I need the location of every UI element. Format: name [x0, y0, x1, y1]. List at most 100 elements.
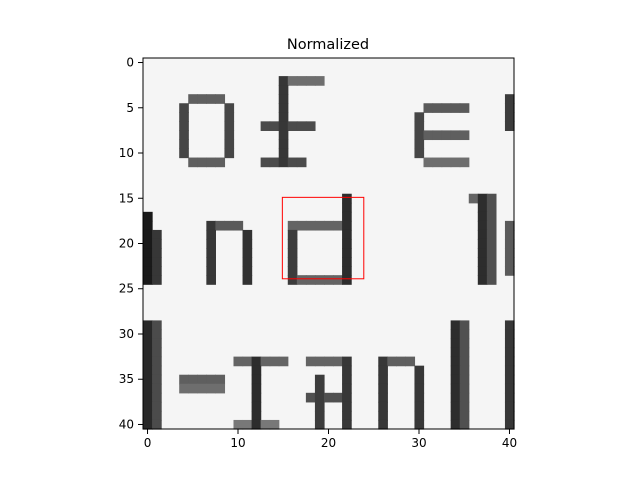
- pixel-cell: [314, 401, 325, 412]
- pixel-cell: [242, 266, 253, 276]
- y-tick-label: 10: [119, 146, 134, 160]
- pixel-cell: [414, 410, 425, 421]
- pixel-cell: [486, 248, 497, 258]
- pixel-cell: [314, 392, 325, 403]
- pixel-cell: [215, 374, 226, 385]
- pixel-cell: [450, 320, 461, 331]
- pixel-cell: [459, 130, 470, 141]
- pixel-cell: [314, 76, 325, 86]
- pixel-cell: [342, 383, 352, 394]
- pixel-cell: [251, 410, 262, 421]
- pixel-cell: [260, 419, 271, 430]
- pixel-cell: [278, 103, 289, 113]
- pixel-cell: [224, 139, 235, 150]
- pixel-cell: [260, 121, 271, 131]
- pixel-cell: [197, 94, 207, 104]
- pixel-cell: [278, 112, 289, 122]
- pixel-cell: [260, 157, 271, 168]
- pixel-cell: [477, 275, 488, 285]
- pixel-cell: [486, 211, 497, 222]
- pixel-cell: [459, 329, 470, 340]
- pixel-cell: [143, 338, 153, 349]
- pixel-cell: [486, 202, 497, 213]
- pixel-cell: [504, 266, 515, 276]
- pixel-cell: [287, 257, 298, 267]
- pixel-cell: [215, 220, 226, 231]
- pixel-cell: [242, 248, 253, 258]
- pixel-cell: [450, 157, 461, 168]
- pixel-cell: [504, 365, 515, 376]
- pixel-cell: [287, 229, 298, 240]
- pixel-cell: [477, 193, 488, 204]
- pixel-cell: [224, 148, 235, 159]
- pixel-cell: [441, 130, 452, 141]
- pixel-cell: [459, 401, 470, 412]
- pixel-cell: [251, 419, 262, 430]
- pixel-cell: [450, 392, 461, 403]
- pixel-cell: [477, 220, 488, 231]
- pixel-cell: [224, 121, 235, 131]
- pixel-cell: [504, 94, 515, 104]
- pixel-cell: [305, 275, 316, 285]
- pixel-cell: [143, 248, 153, 258]
- pixel-cell: [206, 248, 216, 258]
- pixel-cell: [269, 356, 280, 367]
- pixel-cell: [504, 419, 515, 430]
- pixel-cell: [242, 238, 253, 249]
- pixel-cell: [342, 374, 352, 385]
- pixel-cell: [251, 401, 262, 412]
- pixel-cell: [342, 202, 352, 213]
- pixel-cell: [152, 229, 162, 240]
- pixel-cell: [378, 419, 388, 430]
- pixel-cell: [486, 238, 497, 249]
- pixel-cell: [504, 320, 515, 331]
- pixel-cell: [152, 257, 162, 267]
- pixel-cell: [206, 94, 216, 104]
- pixel-cell: [450, 410, 461, 421]
- pixel-cell: [242, 275, 253, 285]
- pixel-cell: [423, 130, 434, 141]
- pixel-cell: [233, 220, 244, 231]
- pixel-cell: [152, 410, 162, 421]
- y-tick-label: 35: [119, 372, 134, 386]
- pixel-cell: [152, 383, 162, 394]
- pixel-cell: [278, 76, 289, 86]
- pixel-cell: [305, 121, 316, 131]
- pixel-cell: [450, 365, 461, 376]
- pixel-cell: [278, 85, 289, 95]
- pixel-cell: [224, 130, 235, 141]
- pixel-cell: [450, 103, 461, 113]
- pixel-cell: [468, 193, 479, 204]
- pixel-cell: [152, 338, 162, 349]
- pixel-cell: [314, 419, 325, 430]
- pixel-cell: [378, 374, 388, 385]
- pixel-cell: [269, 157, 280, 168]
- pixel-cell: [278, 356, 289, 367]
- pixel-cell: [414, 374, 425, 385]
- pixel-cell: [477, 229, 488, 240]
- pixel-cell: [296, 275, 307, 285]
- pixel-cell: [242, 356, 253, 367]
- pixel-cell: [260, 356, 271, 367]
- pixel-cell: [251, 365, 262, 376]
- pixel-cell: [143, 211, 153, 222]
- pixel-cell: [197, 383, 207, 394]
- pixel-cell: [477, 257, 488, 267]
- pixel-cell: [314, 383, 325, 394]
- pixel-cell: [224, 103, 235, 113]
- pixel-cell: [287, 157, 298, 168]
- pixel-cell: [206, 257, 216, 267]
- pixel-cell: [459, 157, 470, 168]
- pixel-cell: [278, 121, 289, 131]
- pixel-cell: [251, 356, 262, 367]
- pixel-cell: [278, 139, 289, 150]
- pixel-cell: [486, 257, 497, 267]
- pixel-cell: [305, 220, 316, 231]
- pixel-cell: [504, 257, 515, 267]
- pixel-cell: [143, 410, 153, 421]
- pixel-cell: [504, 392, 515, 403]
- pixel-cell: [504, 248, 515, 258]
- pixel-cell: [477, 266, 488, 276]
- y-tick-label: 30: [119, 327, 134, 341]
- pixel-cell: [414, 365, 425, 376]
